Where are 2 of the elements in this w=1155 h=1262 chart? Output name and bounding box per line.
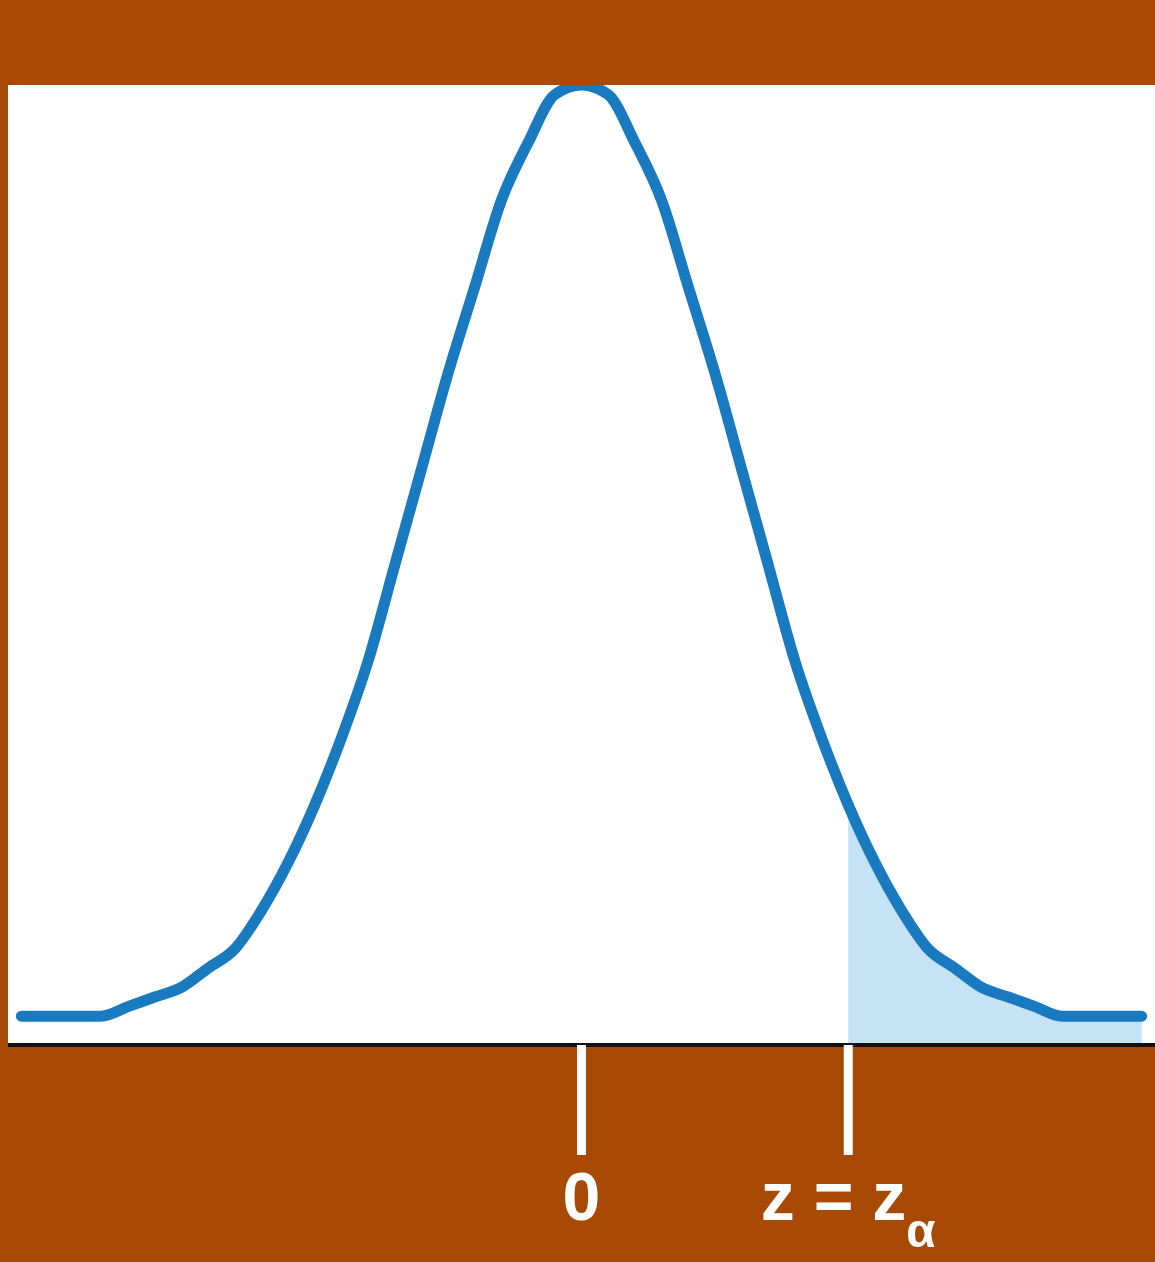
x-tick-label: z = z$_{α}$ bbox=[760, 1158, 936, 1257]
x-tick-label: 0 bbox=[562, 1158, 601, 1234]
